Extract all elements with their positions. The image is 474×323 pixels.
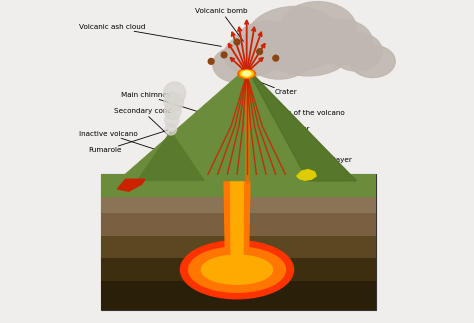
- Ellipse shape: [257, 49, 263, 55]
- Ellipse shape: [246, 6, 344, 71]
- Ellipse shape: [201, 255, 273, 284]
- Ellipse shape: [331, 32, 383, 71]
- Ellipse shape: [165, 123, 177, 135]
- Ellipse shape: [189, 247, 285, 292]
- Bar: [101, 258, 376, 281]
- Text: Magma chamber: Magma chamber: [176, 283, 237, 307]
- Bar: [101, 174, 376, 310]
- Ellipse shape: [208, 58, 214, 64]
- Ellipse shape: [350, 45, 395, 78]
- Ellipse shape: [221, 52, 227, 58]
- Ellipse shape: [273, 55, 279, 61]
- Text: Secondary cone: Secondary cone: [114, 109, 172, 139]
- Bar: [101, 281, 376, 310]
- Text: Crater: Crater: [251, 78, 297, 95]
- Polygon shape: [297, 170, 316, 180]
- Bar: [101, 236, 376, 258]
- Text: Inactive volcano: Inactive volcano: [79, 131, 155, 149]
- Ellipse shape: [224, 34, 282, 76]
- Ellipse shape: [213, 47, 261, 82]
- Bar: [101, 213, 376, 236]
- Polygon shape: [118, 68, 356, 181]
- Text: Ash layer: Ash layer: [276, 126, 310, 132]
- Text: Fumarole: Fumarole: [89, 130, 168, 153]
- Ellipse shape: [234, 39, 240, 45]
- Ellipse shape: [308, 19, 373, 65]
- Ellipse shape: [164, 82, 186, 104]
- Polygon shape: [224, 181, 250, 270]
- Polygon shape: [230, 181, 244, 270]
- Bar: [101, 174, 376, 197]
- Text: Volcanic ash cloud: Volcanic ash cloud: [79, 25, 221, 47]
- Text: Cone of the volcano: Cone of the volcano: [273, 110, 344, 117]
- Ellipse shape: [234, 21, 305, 69]
- Ellipse shape: [240, 70, 253, 77]
- Text: Main chimney: Main chimney: [121, 92, 236, 123]
- Bar: [101, 178, 376, 213]
- Polygon shape: [137, 131, 205, 181]
- Ellipse shape: [243, 71, 251, 76]
- Ellipse shape: [246, 37, 311, 79]
- Ellipse shape: [279, 2, 356, 57]
- Ellipse shape: [181, 241, 293, 299]
- Ellipse shape: [266, 27, 350, 76]
- Text: Lava flow: Lava flow: [301, 176, 336, 185]
- Text: Volcanic bomb: Volcanic bomb: [195, 8, 247, 41]
- Ellipse shape: [164, 103, 181, 120]
- Ellipse shape: [238, 69, 255, 78]
- Polygon shape: [246, 68, 356, 181]
- Ellipse shape: [164, 113, 179, 127]
- Text: Solidified lava layer: Solidified lava layer: [281, 152, 352, 163]
- Polygon shape: [118, 179, 145, 191]
- Ellipse shape: [164, 92, 183, 112]
